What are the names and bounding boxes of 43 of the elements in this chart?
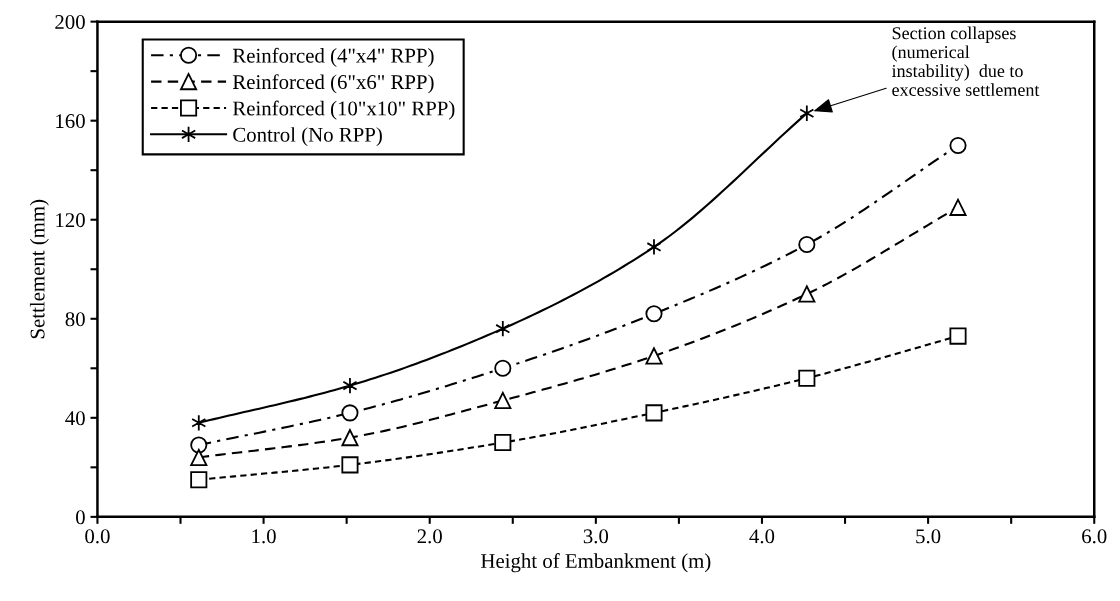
point bbox=[949, 327, 967, 345]
point bbox=[341, 456, 359, 474]
point bbox=[646, 238, 662, 256]
legend-label: Reinforced (10"x10" RPP) bbox=[232, 100, 455, 120]
point bbox=[949, 136, 967, 154]
x-tick-label: 5.0 bbox=[916, 529, 941, 544]
annotation: Section collapses (numerical instability) due to excessive settlement bbox=[891, 26, 1040, 96]
y-tick-label: 200 bbox=[55, 15, 85, 30]
point bbox=[342, 377, 358, 395]
y-tick-label: 160 bbox=[56, 114, 85, 129]
point bbox=[798, 285, 816, 303]
y-axis-title: Settlement (mm) bbox=[29, 199, 49, 339]
x-tick-label: 3.0 bbox=[583, 529, 609, 544]
point bbox=[494, 359, 512, 377]
point bbox=[341, 404, 359, 422]
y-tick-label: 40 bbox=[65, 411, 85, 426]
y-tick-label: 0 bbox=[76, 510, 85, 525]
point bbox=[190, 448, 208, 466]
x-axis-title: Height of Embankment (m) bbox=[481, 553, 711, 573]
y-tick-label: 120 bbox=[56, 213, 85, 228]
x-tick-label: 4.0 bbox=[749, 529, 775, 544]
point bbox=[645, 404, 663, 422]
x-tick-label: 6.0 bbox=[1082, 529, 1107, 544]
point bbox=[191, 414, 207, 432]
y-tick-label: 80 bbox=[65, 312, 85, 327]
legend-label: Control (No RPP) bbox=[233, 127, 382, 147]
point bbox=[494, 391, 512, 410]
x-tick-label: 2.0 bbox=[417, 529, 442, 544]
point bbox=[645, 347, 663, 365]
x-tick-label: 0.0 bbox=[85, 529, 110, 544]
point bbox=[799, 104, 815, 122]
point bbox=[798, 369, 816, 387]
point bbox=[341, 429, 359, 447]
point bbox=[495, 320, 511, 338]
point bbox=[190, 436, 208, 454]
legend-label: Reinforced (4"x4" RPP) bbox=[232, 47, 434, 67]
legend-label: Reinforced (6"x6" RPP) bbox=[232, 74, 434, 94]
point bbox=[494, 434, 512, 452]
point bbox=[798, 235, 816, 254]
point bbox=[645, 305, 663, 323]
point bbox=[190, 471, 208, 489]
point bbox=[949, 198, 967, 216]
x-tick-label: 1.0 bbox=[252, 529, 276, 544]
